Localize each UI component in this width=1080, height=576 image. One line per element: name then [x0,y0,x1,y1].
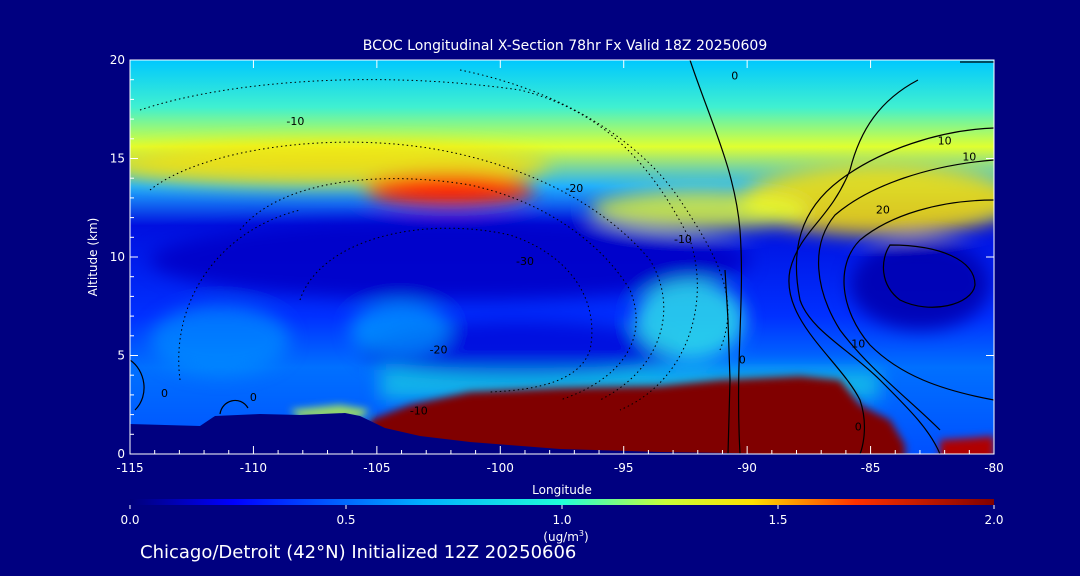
x-tick-label: -90 [737,461,757,475]
colorbar-tick-label: 2.0 [984,513,1003,527]
contour-label: -30 [516,255,534,268]
contour-label: 0 [739,353,746,366]
footer-caption: Chicago/Detroit (42°N) Initialized 12Z 2… [140,542,577,563]
contour-label: -10 [286,115,304,128]
colorbar-ticks: 0.0 0.5 1.0 1.5 2.0 [120,505,1004,527]
y-tick-label: 0 [117,447,125,461]
contour-label: 0 [731,70,738,83]
colorbar-unit: (ug/m3) [543,529,588,544]
contour-label: -10 [674,233,692,246]
colorbar-tick-label: 0.5 [336,513,355,527]
y-tick-label: 15 [110,152,125,166]
terrain [130,413,994,454]
y-axis-label: Altitude (km) [86,218,100,297]
y-tick-label: 20 [110,53,125,67]
contour-label: 10 [851,338,865,351]
concentration-field: -10 -20 -10 -30 -20 -10 0 0 0 0 0 10 10 20 10 [130,60,994,454]
y-tick-label: 5 [117,349,125,363]
contour-label: 0 [250,391,257,404]
x-tick-label: -85 [861,461,881,475]
colorbar-tick-label: 0.0 [120,513,139,527]
contour-label: 0 [161,387,168,400]
y-axis: 0 5 10 15 20 [110,53,994,461]
contour-label: -20 [565,182,583,195]
x-tick-label: -95 [614,461,634,475]
contour-labels: -10 -20 -10 -30 -20 -10 0 0 0 0 0 10 10 20 10 [161,70,976,434]
x-axis-label: Longitude [532,483,592,497]
contour-label: 0 [855,420,862,433]
contour-label: 10 [938,135,952,148]
contour-label: 20 [876,204,890,217]
x-tick-label: -80 [984,461,1004,475]
y-tick-label: 10 [110,250,125,264]
x-tick-label: -100 [487,461,514,475]
contour-label: 10 [962,150,976,163]
chart-title: BCOC Longitudinal X-Section 78hr Fx Vali… [363,38,767,54]
x-tick-label: -110 [240,461,267,475]
colorbar-tick-label: 1.5 [768,513,787,527]
x-tick-label: -105 [363,461,390,475]
contour-label: -10 [410,405,428,418]
x-axis: -115 -110 -105 -100 -95 -90 -85 -80 [116,60,1004,475]
contour-label: -20 [430,344,448,357]
colorbar-tick-label: 1.0 [552,513,571,527]
colorbar [130,499,994,505]
x-tick-label: -115 [116,461,143,475]
